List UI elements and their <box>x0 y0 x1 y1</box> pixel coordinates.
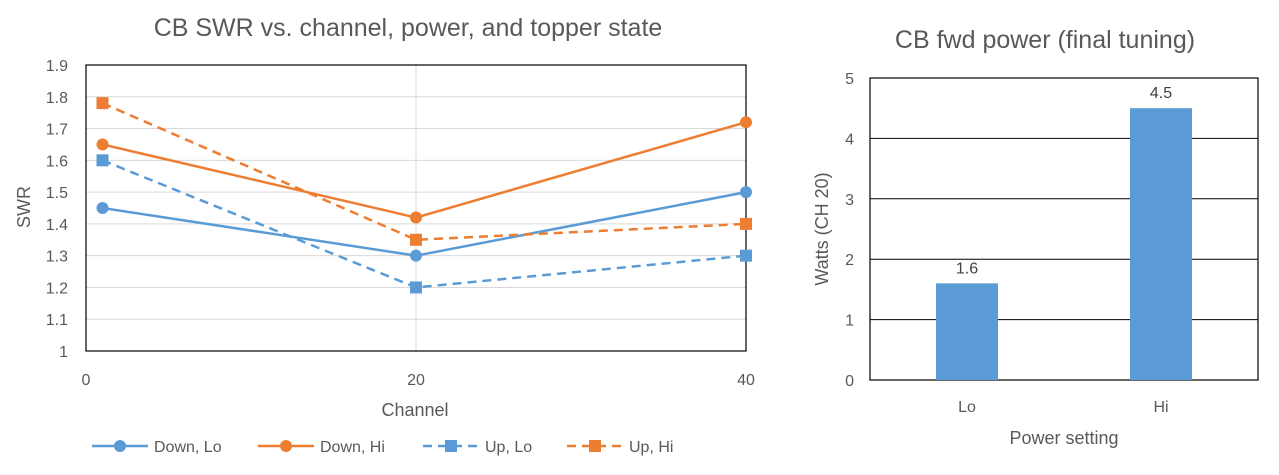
legend-label: Up, Lo <box>485 439 532 456</box>
y-tick-label: 1.9 <box>46 58 68 75</box>
series-down-lo <box>96 186 752 262</box>
swr-line-chart: CB SWR vs. channel, power, and topper st… <box>14 14 755 456</box>
y-tick-label: 1 <box>59 344 68 361</box>
y-axis-title: SWR <box>14 186 34 228</box>
legend-marker <box>589 440 601 452</box>
y-tick-label: 1.3 <box>46 249 68 266</box>
bar-value-label: 1.6 <box>956 260 978 277</box>
series-up-lo <box>96 154 752 294</box>
data-point <box>410 211 422 224</box>
data-point <box>96 154 109 167</box>
data-point <box>740 116 752 129</box>
plot-area-border <box>869 77 1259 381</box>
x-tick-label: 20 <box>407 372 425 389</box>
legend-label: Up, Hi <box>629 439 673 456</box>
data-point <box>740 249 752 262</box>
x-axis-title: Channel <box>381 400 448 420</box>
legend-label: Down, Hi <box>320 439 385 456</box>
legend-marker <box>445 440 457 452</box>
gridlines <box>85 64 747 352</box>
bar-hi <box>1130 108 1192 380</box>
x-tick-label: Hi <box>1153 399 1168 416</box>
legend-item: Down, Lo <box>92 439 222 456</box>
legend-item: Up, Lo <box>423 439 532 456</box>
legend-item: Up, Hi <box>567 439 673 456</box>
legend-marker <box>280 440 292 452</box>
data-point <box>96 138 109 151</box>
x-tick-label: 40 <box>737 372 755 389</box>
plot-area-border <box>85 64 747 352</box>
y-tick-label: 1.4 <box>46 217 68 234</box>
chart-title: CB SWR vs. channel, power, and topper st… <box>154 14 663 42</box>
fwd-power-bar-chart-svg: CB fwd power (final tuning) Power settin… <box>812 26 1259 448</box>
bar-value-label: 4.5 <box>1150 85 1172 102</box>
data-point <box>410 233 422 246</box>
y-tick-label: 2 <box>845 252 854 269</box>
y-tick-label: 0 <box>845 373 854 390</box>
legend-marker <box>114 440 126 452</box>
y-tick-label: 1.5 <box>46 185 68 202</box>
bar-lo <box>936 283 998 380</box>
y-tick-label: 5 <box>845 71 854 88</box>
data-point <box>96 202 109 214</box>
swr-line-chart-svg: CB SWR vs. channel, power, and topper st… <box>14 14 755 456</box>
x-axis-title: Power setting <box>1009 428 1118 448</box>
data-point <box>96 97 109 110</box>
series-down-hi <box>96 116 752 224</box>
y-tick-label: 1.6 <box>46 153 68 170</box>
y-axis-title: Watts (CH 20) <box>812 172 832 285</box>
y-tick-label: 4 <box>845 131 854 148</box>
y-tick-label: 1.1 <box>46 312 68 329</box>
y-tick-label: 1.2 <box>46 280 68 297</box>
y-tick-label: 1 <box>845 313 854 330</box>
x-tick-label: Lo <box>958 399 976 416</box>
series-line <box>102 120 747 219</box>
y-tick-label: 1.7 <box>46 122 68 139</box>
fwd-power-bar-chart: CB fwd power (final tuning) Power settin… <box>800 0 1279 475</box>
y-tick-label: 3 <box>845 192 854 209</box>
gridlines <box>870 77 1258 381</box>
series-up-hi <box>96 97 752 246</box>
chart-title: CB fwd power (final tuning) <box>895 26 1195 54</box>
legend-label: Down, Lo <box>154 439 222 456</box>
data-point <box>410 249 422 262</box>
data-point <box>410 281 422 294</box>
data-point <box>740 186 752 199</box>
y-tick-label: 1.8 <box>46 90 68 107</box>
x-tick-label: 0 <box>82 372 91 389</box>
legend-item: Down, Hi <box>258 439 385 456</box>
legend: Down, Lo Down, Hi Up, Lo Up, Hi <box>92 439 673 456</box>
data-point <box>740 217 752 230</box>
series-line <box>102 101 747 242</box>
